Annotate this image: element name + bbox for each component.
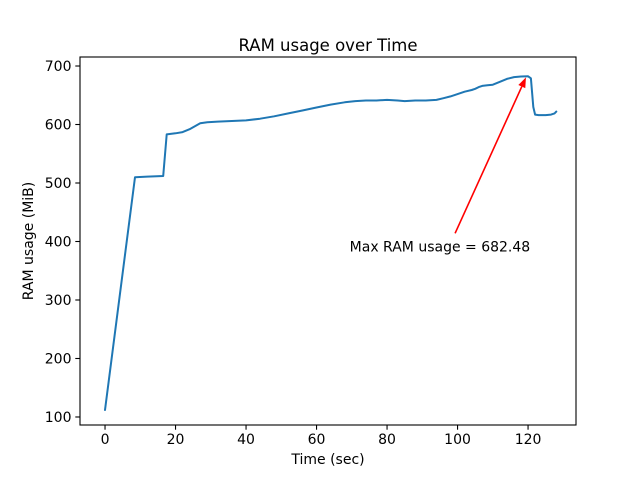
x-tick-label: 120: [515, 432, 542, 448]
chart-title: RAM usage over Time: [238, 36, 417, 55]
y-axis-ticks: 100 200 300 400 500 600 700: [45, 59, 80, 426]
y-tick-label: 500: [45, 176, 72, 192]
x-tick-label: 80: [378, 432, 396, 448]
annotation-arrow-line: [454, 86, 523, 234]
y-tick-label: 600: [45, 118, 72, 134]
annotation-arrow-head-icon: [518, 77, 526, 89]
x-tick-label: 100: [444, 432, 471, 448]
y-axis-label: RAM usage (MiB): [21, 182, 37, 300]
y-tick-label: 200: [45, 351, 72, 367]
x-tick-label: 60: [308, 432, 326, 448]
y-tick-label: 100: [45, 410, 72, 426]
x-tick-label: 0: [101, 432, 110, 448]
annotation-text: Max RAM usage = 682.48: [350, 240, 531, 256]
x-axis-ticks: 0 20 40 60 80 100 120: [101, 425, 542, 448]
ram-usage-line: [104, 75, 558, 411]
x-tick-label: 40: [237, 432, 255, 448]
y-tick-label: 700: [45, 59, 72, 75]
y-tick-label: 300: [45, 293, 72, 309]
y-tick-label: 400: [45, 234, 72, 250]
plot-border: [79, 56, 577, 426]
x-axis-label: Time (sec): [290, 452, 364, 468]
max-ram-annotation: Max RAM usage = 682.48: [350, 77, 531, 256]
x-tick-label: 20: [167, 432, 185, 448]
